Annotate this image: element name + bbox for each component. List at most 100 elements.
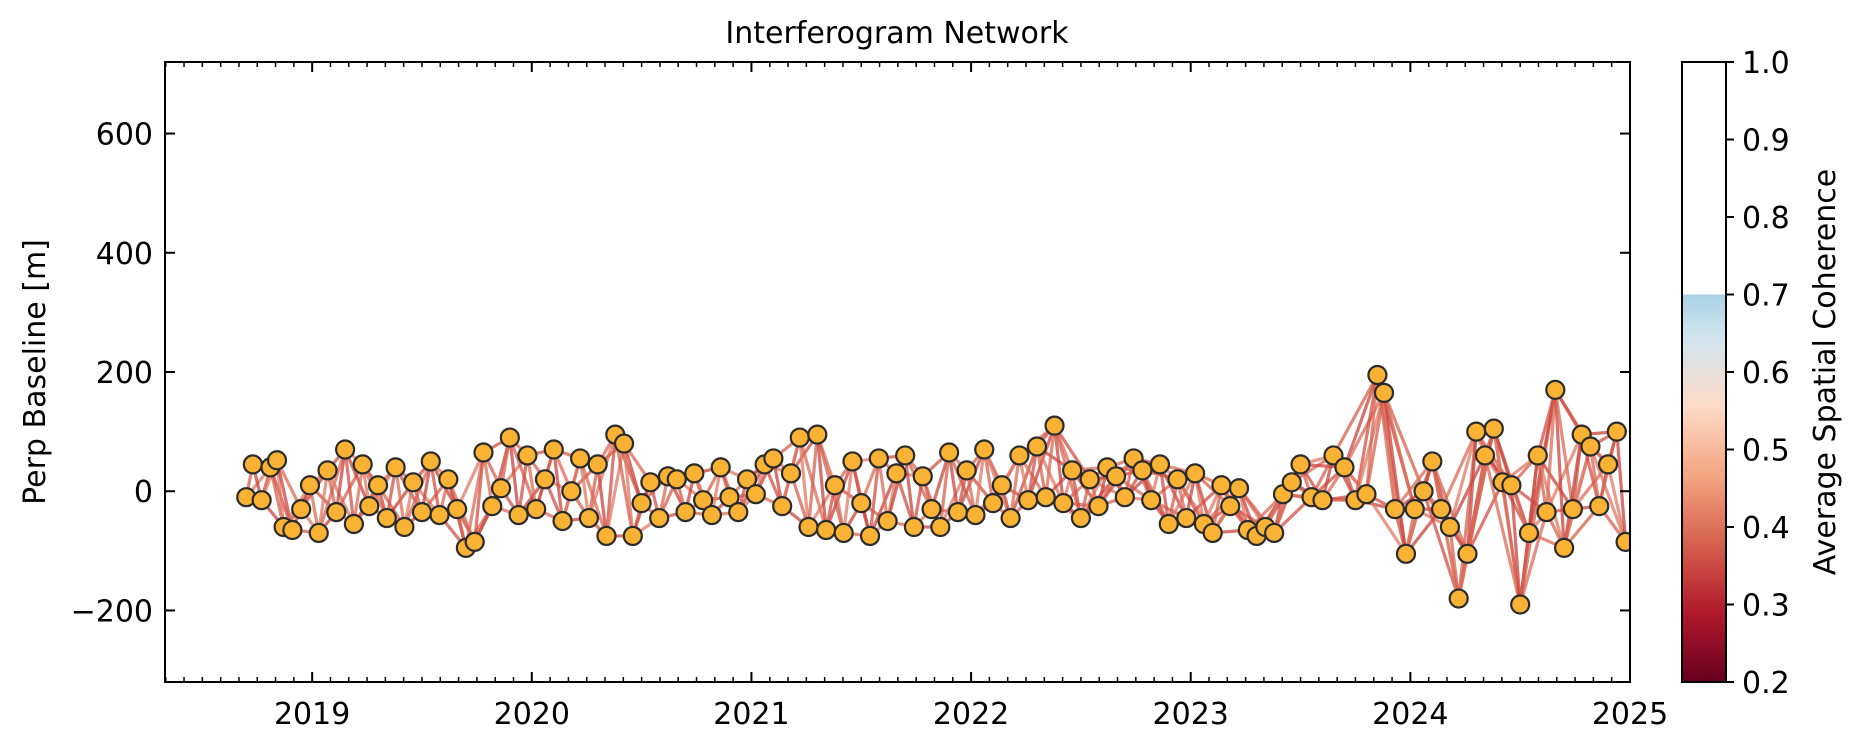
acquisition-point — [1176, 507, 1197, 529]
acquisition-point — [1000, 507, 1021, 529]
acquisition-point — [429, 504, 450, 526]
acquisition-point — [982, 493, 1004, 514]
acquisition-point — [1562, 499, 1583, 520]
interferogram-edge — [1465, 431, 1478, 554]
acquisition-point — [745, 484, 766, 505]
colorbar-ticks: 0.2 0.3 0.4 0.5 0.6 0.7 0.8 0.9 1.0 — [1726, 46, 1790, 701]
interferogram-edge — [334, 449, 347, 513]
acquisition-point — [1580, 436, 1601, 457]
acquisition-point — [508, 504, 529, 526]
acquisition-point — [394, 516, 415, 538]
acquisition-point — [403, 472, 424, 493]
acquisition-point — [570, 448, 591, 469]
acquisition-point — [842, 451, 863, 472]
acquisition-point — [266, 450, 288, 471]
acquisition-point — [1422, 451, 1443, 472]
acquisition-point — [1457, 543, 1478, 564]
interferogram-edge — [798, 437, 811, 528]
acquisition-point — [719, 487, 740, 508]
acquisition-point — [1510, 594, 1531, 615]
colorbar-tick-label: 1.0 — [1742, 46, 1790, 81]
acquisition-point — [1606, 421, 1627, 442]
interferogram-edge — [1448, 431, 1478, 528]
acquisition-point — [649, 507, 670, 529]
acquisition-point — [291, 499, 312, 520]
acquisition-point — [666, 469, 687, 490]
interferogram-edge — [1545, 433, 1584, 513]
acquisition-point — [991, 475, 1012, 496]
interferogram-edge — [815, 434, 828, 531]
interferogram-edge — [1342, 374, 1379, 468]
acquisition-point — [1009, 445, 1030, 466]
acquisition-point — [526, 499, 547, 520]
interferogram-edge — [1536, 389, 1557, 456]
acquisition-point — [1264, 522, 1285, 544]
interferogram-edge — [1035, 445, 1065, 504]
interferogram-edge — [317, 470, 330, 534]
acquisition-point — [447, 499, 468, 520]
acquisition-point — [552, 510, 573, 532]
interferogram-edge — [622, 443, 644, 504]
acquisition-point — [912, 466, 933, 487]
acquisition-point — [1589, 496, 1610, 517]
acquisition-point — [1367, 364, 1388, 386]
interferogram-edge — [1553, 389, 1575, 510]
acquisition-point — [596, 525, 617, 547]
acquisition-point — [824, 475, 846, 496]
interferogram-edge — [1353, 374, 1379, 501]
interferogram-edge — [596, 464, 609, 537]
acquisition-point — [1105, 466, 1127, 487]
colorbar-tick-label: 0.9 — [1742, 124, 1790, 159]
acquisition-point — [1132, 460, 1153, 481]
y-tick-label: 200 — [96, 356, 153, 391]
acquisition-point — [352, 454, 373, 475]
acquisition-point — [1373, 382, 1395, 403]
interferogram-edge — [1615, 431, 1628, 543]
colorbar: 0.2 0.3 0.4 0.5 0.6 0.7 0.8 0.9 1.0 Average Spat… — [1681, 46, 1843, 701]
colorbar-tick-label: 0.6 — [1742, 356, 1790, 391]
interferogram-edge — [1571, 434, 1584, 510]
y-tick-label: 400 — [96, 237, 153, 272]
interferogram-edge — [1365, 493, 1408, 555]
acquisition-point — [675, 501, 696, 523]
interferogram-edge — [1332, 374, 1379, 457]
acquisition-point — [693, 490, 714, 511]
colorbar-tick-label: 0.3 — [1742, 589, 1790, 624]
acquisition-point — [640, 472, 661, 493]
acquisition-point — [1062, 460, 1083, 481]
interferogram-edge — [604, 434, 617, 537]
y-axis: −200 0 200 400 600 — [71, 118, 1630, 629]
acquisition-point — [359, 496, 380, 517]
x-tick-label: 2025 — [1592, 697, 1668, 732]
interferogram-edge — [806, 434, 819, 528]
acquisition-point — [772, 496, 793, 517]
x-tick-label: 2021 — [713, 697, 789, 732]
acquisition-point — [1518, 522, 1540, 544]
interferogram-edge — [1466, 481, 1505, 555]
acquisition-point — [420, 451, 441, 472]
acquisition-point — [763, 448, 784, 469]
acquisition-point — [684, 463, 705, 484]
interferogram-edge — [973, 449, 986, 516]
interferogram-edge — [622, 443, 635, 537]
acquisition-point — [438, 469, 459, 490]
acquisition-point — [613, 433, 635, 454]
interferogram-edge — [1382, 392, 1408, 555]
interferogram-edge — [1448, 526, 1461, 599]
interferogram-edge — [455, 451, 485, 510]
acquisition-point — [1053, 493, 1074, 514]
acquisition-point — [385, 457, 406, 478]
acquisition-point — [1615, 531, 1630, 553]
acquisition-point — [833, 522, 854, 544]
colorbar-tick-label: 0.2 — [1742, 666, 1790, 701]
acquisition-point — [1395, 543, 1417, 564]
interferogram-edge — [1009, 455, 1021, 519]
y-tick-label: −200 — [71, 594, 153, 629]
acquisition-point — [1018, 490, 1039, 511]
interferogram-edge — [473, 452, 486, 543]
interferogram-edge — [903, 455, 916, 528]
acquisition-point — [251, 490, 272, 511]
acquisition-point — [517, 445, 538, 466]
plot-frame — [164, 61, 1631, 683]
interferogram-edge — [868, 458, 881, 537]
